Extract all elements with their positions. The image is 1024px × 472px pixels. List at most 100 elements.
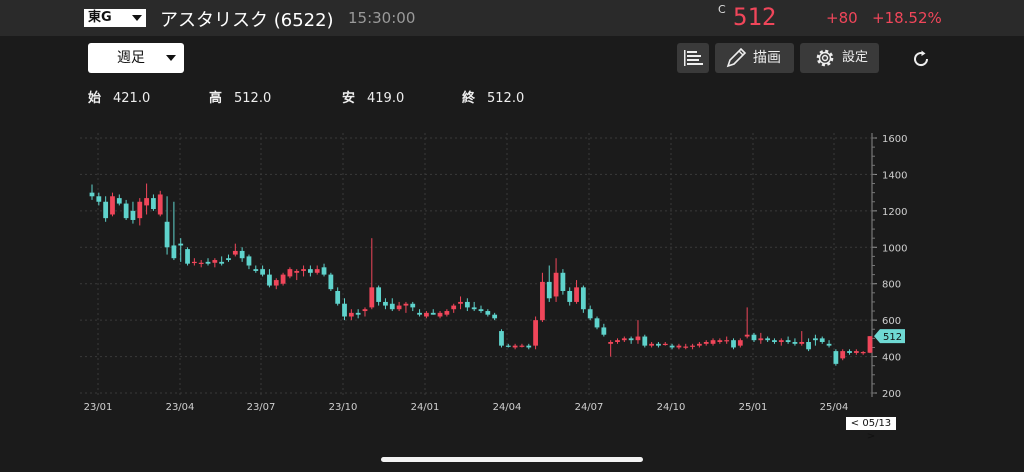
candle-body — [301, 269, 306, 271]
quote-time: 15:30:00 — [348, 9, 416, 27]
candle-body — [273, 280, 279, 286]
candle-body — [601, 327, 607, 335]
candle-body — [321, 267, 327, 275]
candle-body — [403, 303, 409, 306]
candle-body — [451, 305, 457, 310]
stock-title: アスタリスク (6522) — [160, 10, 334, 31]
current-price: 512 — [733, 3, 777, 31]
candle-body — [847, 351, 852, 353]
chevron-down-icon — [132, 15, 142, 21]
date-cursor-label[interactable]: < 05/13 > — [846, 417, 896, 442]
open-label: 始 — [88, 91, 102, 106]
candle-body — [164, 221, 170, 248]
candle-body — [110, 196, 115, 215]
candle-body — [813, 338, 818, 341]
candle-body — [253, 269, 259, 271]
candle-body — [669, 345, 675, 348]
y-tick-label: 1600 — [882, 134, 907, 145]
candle-body — [553, 272, 559, 297]
x-tick-label: 23/10 — [329, 402, 358, 413]
period-select[interactable]: 週足 — [88, 43, 184, 73]
candle-body — [226, 258, 231, 261]
candle-body — [246, 256, 252, 266]
candle-body — [717, 340, 723, 342]
candle-body — [471, 307, 477, 310]
draw-button[interactable]: 描画 — [715, 43, 794, 73]
candle-body — [239, 250, 245, 259]
candlestick-chart[interactable]: 23/01 23/04 23/07 23/10 24/01 24/04 24/07 24/10… — [0, 130, 1024, 420]
low-label: 安 — [342, 91, 356, 106]
candle-body — [785, 340, 791, 342]
candle-body — [642, 336, 648, 346]
candle-body — [676, 345, 682, 348]
candle-body — [478, 309, 484, 312]
candle-body — [628, 338, 634, 341]
settings-button[interactable]: 設定 — [800, 43, 879, 73]
candle-body — [751, 334, 757, 341]
candle-body — [280, 274, 286, 284]
close-value-row: 終 512.0 — [462, 87, 524, 106]
candle-body — [649, 343, 655, 346]
close-mark: C — [718, 3, 726, 16]
candle-body — [178, 243, 184, 246]
candle-body — [690, 345, 695, 347]
candle-body — [819, 338, 825, 342]
candle-body — [772, 340, 777, 342]
top-bar: 東G アスタリスク (6522) 15:30:00 C 512 +80 +18.… — [0, 0, 1024, 36]
high-label: 高 — [209, 91, 223, 106]
candle-body — [369, 287, 375, 308]
draw-label: 描画 — [753, 50, 781, 66]
refresh-icon[interactable] — [910, 48, 932, 70]
candle-body — [185, 249, 190, 264]
candle-body — [362, 309, 368, 312]
candle-body — [342, 303, 347, 317]
candle-body — [376, 287, 382, 302]
candle-body — [635, 336, 641, 341]
x-tick-label: 23/07 — [247, 402, 276, 413]
candle-body — [758, 338, 764, 341]
candle-body — [683, 346, 689, 348]
last-price-tag — [874, 329, 905, 344]
candle-body — [191, 261, 197, 264]
candle-body — [389, 303, 395, 310]
candle-body — [355, 312, 361, 315]
candle-body — [765, 338, 771, 341]
candle-body — [314, 269, 320, 273]
low-value: 419.0 — [367, 91, 405, 106]
x-tick-label: 24/04 — [493, 402, 522, 413]
candle-body — [123, 203, 129, 219]
market-select[interactable]: 東G — [84, 9, 146, 27]
candle-body — [826, 343, 832, 346]
candle-body — [396, 305, 402, 310]
candle-body — [662, 343, 668, 346]
candle-body — [499, 331, 504, 346]
candle-body — [444, 311, 450, 315]
candle-body — [464, 301, 470, 308]
x-tick-label: 24/01 — [411, 402, 440, 413]
y-tick-label: 600 — [882, 316, 901, 327]
candle-body — [621, 338, 627, 341]
candle-body — [724, 340, 730, 342]
candle-body — [526, 345, 532, 348]
price-change-pct: +18.52% — [872, 9, 942, 27]
indicator-button[interactable] — [677, 43, 709, 73]
candle-body — [505, 345, 511, 347]
y-tick-label: 800 — [882, 280, 901, 291]
market-label: 東G — [88, 10, 112, 25]
candle-body — [615, 340, 620, 342]
candle-body — [410, 303, 416, 308]
bars-icon — [684, 50, 703, 66]
candle-body — [710, 340, 716, 344]
candle-body — [348, 312, 354, 317]
close-label: 終 — [462, 91, 476, 106]
open-value-row: 始 421.0 — [88, 87, 150, 106]
y-tick-label: 1400 — [882, 170, 907, 181]
candle-body — [430, 312, 436, 315]
candle-body — [130, 210, 136, 220]
candle-body — [696, 343, 702, 346]
candle-body — [840, 351, 846, 359]
candle-body — [512, 345, 518, 348]
candle-body — [383, 301, 388, 306]
candle-body — [89, 192, 95, 197]
candle-body — [567, 291, 573, 302]
